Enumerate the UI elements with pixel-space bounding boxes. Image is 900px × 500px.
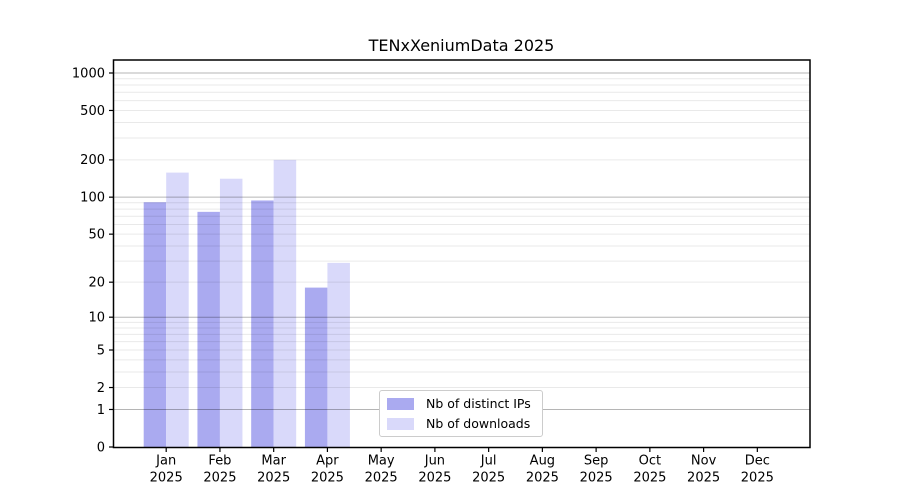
y-tick-label: 20: [88, 275, 105, 290]
legend-label: Nb of distinct IPs: [426, 396, 531, 411]
x-tick-label-year: 2025: [687, 471, 720, 486]
x-tick-label-month: Feb: [208, 454, 231, 469]
x-tick-label-year: 2025: [633, 471, 666, 486]
bar-apr-series0: [304, 287, 328, 448]
x-tick-label-year: 2025: [257, 471, 290, 486]
y-tick-label: 500: [80, 104, 105, 119]
plot-border: [112, 59, 811, 449]
y-tick-label: 1000: [72, 66, 105, 81]
y-tick-label: 200: [80, 153, 105, 168]
x-tick-label-month: Jun: [424, 454, 445, 469]
bar-feb-series0: [197, 211, 220, 448]
x-tick-label-year: 2025: [150, 471, 183, 486]
x-tick-label-year: 2025: [311, 471, 344, 486]
legend-swatch: [387, 397, 414, 410]
legend-label: Nb of downloads: [426, 416, 531, 431]
bar-mar-series0: [251, 200, 274, 448]
y-tick-label: 2: [97, 381, 105, 396]
x-tick-label-month: May: [368, 454, 395, 469]
x-tick-label-year: 2025: [472, 471, 505, 486]
bar-jan-series0: [143, 202, 167, 448]
legend-swatch: [387, 417, 414, 430]
x-tick-label-year: 2025: [580, 471, 613, 486]
x-tick-label-month: Apr: [316, 454, 339, 469]
x-tick-label-year: 2025: [526, 471, 559, 486]
chart-title: TENxXeniumData 2025: [368, 36, 555, 55]
x-tick-label-year: 2025: [418, 471, 451, 486]
x-tick-label-year: 2025: [203, 471, 236, 486]
x-tick-label-month: Mar: [261, 454, 286, 469]
x-tick-label-month: Aug: [530, 454, 555, 469]
y-tick-label: 5: [97, 343, 105, 358]
y-tick-label: 50: [88, 227, 105, 242]
bar-jan-series1: [166, 172, 189, 448]
x-tick-label-month: Oct: [639, 454, 661, 469]
legend: Nb of distinct IPs Nb of downloads: [379, 390, 543, 437]
bar-mar-series1: [273, 159, 297, 448]
x-tick-label-year: 2025: [365, 471, 398, 486]
y-tick-label: 100: [80, 190, 105, 205]
y-tick-label: 1: [97, 403, 105, 418]
x-tick-label-year: 2025: [741, 471, 774, 486]
x-tick-label-month: Nov: [691, 454, 717, 469]
legend-item: Nb of distinct IPs: [387, 396, 542, 411]
y-tick-label: 10: [88, 310, 105, 325]
legend-item: Nb of downloads: [387, 416, 542, 431]
y-tick-label: 0: [97, 440, 105, 455]
bar-feb-series1: [219, 178, 243, 448]
bar-apr-series1: [327, 262, 350, 448]
x-tick-label-month: Jul: [480, 454, 497, 469]
x-tick-label-month: Jan: [155, 454, 176, 469]
x-tick-label-month: Dec: [745, 454, 770, 469]
x-tick-label-month: Sep: [584, 454, 609, 469]
